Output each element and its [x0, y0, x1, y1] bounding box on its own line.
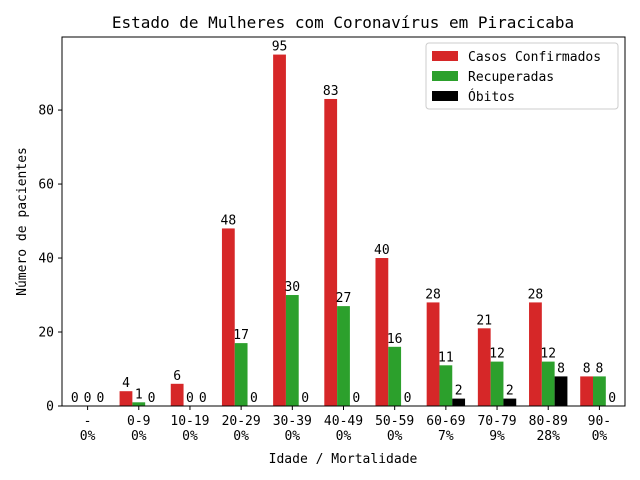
bar-1-6: [388, 346, 402, 406]
bar-0-4: [273, 54, 286, 406]
x-tick-label: 0%: [80, 429, 96, 444]
bar-1-10: [593, 376, 606, 406]
bar-value-label: 0: [352, 391, 360, 406]
bar-value-label: 0: [148, 391, 156, 406]
bar-0-8: [477, 328, 491, 406]
bar-value-label: 2: [455, 384, 463, 399]
bar-0-3: [221, 228, 235, 406]
x-tick-label: 0%: [233, 429, 249, 444]
legend-label: Óbitos: [468, 89, 515, 105]
bar-value-label: 12: [540, 347, 556, 362]
x-tick-label: 0%: [182, 429, 198, 444]
legend-swatch: [432, 71, 458, 81]
bar-2-9: [554, 376, 568, 406]
x-axis: -0%0-90%10-190%20-290%30-390%40-490%50-5…: [80, 406, 611, 444]
bar-value-label: 17: [233, 328, 249, 343]
bar-1-9: [541, 361, 555, 406]
legend-swatch: [432, 91, 458, 101]
bar-value-label: 95: [272, 40, 288, 55]
legend-label: Recuperadas: [468, 70, 554, 85]
bar-1-8: [490, 361, 504, 406]
bar-value-label: 12: [489, 347, 505, 362]
bar-value-label: 16: [387, 332, 403, 347]
x-tick-label: 20-29: [222, 414, 261, 429]
x-tick-label: 0%: [336, 429, 352, 444]
bar-1-1: [132, 402, 146, 406]
x-tick-label: 0%: [131, 429, 147, 444]
bar-value-label: 0: [404, 391, 412, 406]
legend-box: [425, 42, 619, 110]
bar-value-label: 0: [250, 391, 258, 406]
legend-swatch: [432, 51, 458, 61]
bar-2-7: [452, 398, 466, 406]
bar-value-label: 8: [595, 361, 603, 376]
bar-value-label: 8: [557, 361, 565, 376]
bar-value-label: 0: [301, 391, 309, 406]
bar-2-8: [503, 398, 517, 406]
bar-value-label: 0: [84, 391, 92, 406]
x-tick-label: 0%: [284, 429, 300, 444]
bar-value-label: 28: [528, 287, 544, 302]
bar-value-label: 83: [323, 84, 339, 99]
x-tick-label: 80-89: [529, 414, 568, 429]
bar-value-label: 11: [438, 350, 454, 365]
bar-0-6: [375, 258, 389, 406]
bar-value-label: 4: [122, 376, 130, 391]
y-axis-label: Número de pacientes: [15, 147, 30, 296]
x-tick-label: 9%: [489, 429, 505, 444]
bar-1-4: [285, 295, 299, 406]
x-tick-label: 0-9: [127, 414, 150, 429]
chart-title: Estado de Mulheres com Coronavírus em Pi…: [112, 13, 574, 32]
y-tick-label: 80: [38, 104, 54, 119]
bar-value-label: 0: [199, 391, 207, 406]
legend-label: Casos Confirmados: [468, 50, 601, 65]
bar-0-2: [170, 383, 184, 406]
bar-value-label: 1: [135, 387, 143, 402]
bar-0-9: [529, 302, 542, 406]
x-tick-label: 10-19: [170, 414, 209, 429]
bar-1-5: [337, 306, 350, 406]
y-tick-label: 0: [46, 400, 54, 415]
y-axis: 0 20 40 60 80: [38, 104, 62, 415]
bar-0-1: [119, 391, 133, 406]
legend: Casos Confirmados Recuperadas Óbitos: [425, 42, 619, 110]
y-tick-label: 40: [38, 252, 54, 267]
bar-value-label: 27: [336, 291, 352, 306]
y-tick-label: 20: [38, 326, 54, 341]
bar-0-10: [580, 376, 594, 406]
bars-layer: [119, 54, 606, 406]
x-tick-label: 0%: [387, 429, 403, 444]
bar-value-label: 0: [96, 391, 104, 406]
bar-value-label: 0: [186, 391, 194, 406]
bar-value-label: 8: [583, 361, 591, 376]
bar-1-3: [234, 343, 248, 406]
bar-0-7: [426, 302, 440, 406]
bar-1-7: [439, 365, 453, 406]
bar-value-label: 40: [374, 243, 390, 258]
x-axis-label: Idade / Mortalidade: [269, 452, 418, 467]
y-tick-label: 60: [38, 178, 54, 193]
x-tick-label: 0%: [592, 429, 608, 444]
x-tick-label: 90-: [588, 414, 611, 429]
bar-value-label: 6: [173, 369, 181, 384]
bar-value-label: 2: [506, 384, 514, 399]
bar-value-label: 0: [608, 391, 616, 406]
x-tick-label: 30-39: [273, 414, 312, 429]
x-tick-label: 60-69: [426, 414, 465, 429]
bar-0-5: [324, 98, 338, 406]
x-tick-label: 50-59: [375, 414, 414, 429]
bar-value-label: 48: [221, 213, 237, 228]
bar-value-label: 30: [284, 280, 300, 295]
bar-value-label: 0: [71, 391, 79, 406]
x-tick-label: 70-79: [477, 414, 516, 429]
x-tick-label: 28%: [536, 429, 560, 444]
x-tick-label: -: [84, 414, 92, 429]
x-tick-label: 7%: [438, 429, 454, 444]
bar-value-label: 21: [476, 313, 492, 328]
x-tick-label: 40-49: [324, 414, 363, 429]
bar-value-label: 28: [425, 287, 441, 302]
